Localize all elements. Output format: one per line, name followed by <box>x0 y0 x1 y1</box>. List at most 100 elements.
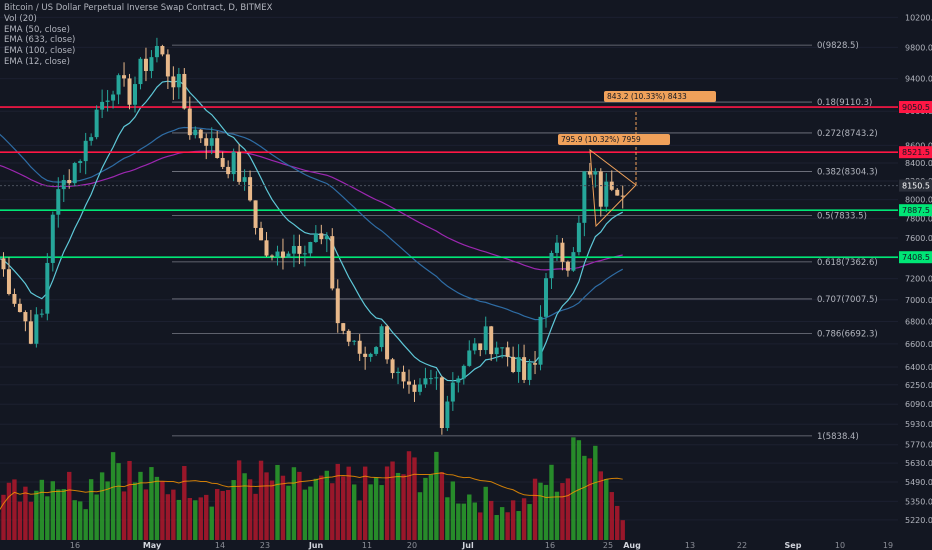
volume-bar <box>121 491 127 540</box>
volume-bar <box>253 493 258 540</box>
price-axis-tick: 8000.0 <box>905 196 932 205</box>
volume-bar <box>165 494 171 540</box>
candle-body <box>160 46 165 55</box>
candle-body <box>138 58 143 85</box>
price-axis-tick: 7000.0 <box>905 296 932 305</box>
price-axis-tick: 7200.0 <box>905 275 932 284</box>
volume-bar <box>384 466 390 540</box>
volume-bar <box>220 491 225 540</box>
candle-body <box>39 313 44 315</box>
volume-bar <box>94 494 99 540</box>
volume-bar <box>291 467 297 540</box>
time-axis-tick: 22 <box>737 541 747 550</box>
candle-body <box>116 75 121 95</box>
candle-body <box>505 347 510 357</box>
candle-body <box>554 242 559 253</box>
volume-bar <box>127 460 132 540</box>
candle-body <box>220 158 225 167</box>
volume-bar <box>467 494 472 540</box>
candle-body <box>133 84 137 105</box>
candle-body <box>615 189 620 196</box>
volume-bar <box>297 471 302 540</box>
candle-body <box>604 181 609 207</box>
volume-bar <box>494 515 499 540</box>
price-tag-label: 7408.5 <box>902 253 930 262</box>
volume-bar <box>209 506 214 540</box>
candle-body <box>593 171 598 175</box>
candle-body <box>390 359 395 374</box>
volume-bar <box>428 474 434 540</box>
candle-body <box>89 137 94 141</box>
volume-bar <box>171 489 176 540</box>
annotation-box <box>604 91 716 102</box>
time-axis-tick: May <box>143 541 162 550</box>
volume-bar <box>264 472 269 540</box>
price-tag-box <box>899 146 932 159</box>
volume-bar <box>23 486 28 540</box>
candle-body <box>198 129 203 139</box>
volume-bar <box>532 478 538 540</box>
candle-body <box>423 378 428 385</box>
volume-bar <box>472 502 477 540</box>
candle-body <box>330 236 335 289</box>
candle-body <box>582 171 587 223</box>
volume-bar <box>50 481 55 540</box>
ema-50-line <box>0 126 624 321</box>
volume-bar <box>450 481 456 540</box>
fib-label: 0(9828.5) <box>817 41 859 51</box>
volume-bar <box>28 501 34 540</box>
price-axis-tick: 9800.0 <box>905 43 932 52</box>
volume-bar <box>554 491 560 540</box>
candle-body <box>478 343 483 351</box>
time-axis-tick: 14 <box>215 541 225 550</box>
candle-body <box>544 278 548 317</box>
volume-bar <box>215 489 220 540</box>
volume-bar <box>99 472 105 540</box>
volume-bar <box>45 496 50 540</box>
fib-label: 0.18(9110.3) <box>817 98 872 108</box>
candle-body <box>560 242 565 262</box>
volume-bar <box>6 482 12 540</box>
price-tag-label: 7887.5 <box>902 206 930 215</box>
time-axis-tick: Sep <box>785 541 802 550</box>
volume-bar <box>346 466 351 540</box>
volume-bar <box>499 507 505 540</box>
candle-body <box>434 377 439 379</box>
candle-body <box>171 76 176 88</box>
volume-bar <box>83 509 88 540</box>
annotation-box <box>558 134 670 145</box>
candle-body <box>280 251 285 258</box>
candle-body <box>494 347 499 355</box>
candle-body <box>439 377 444 428</box>
candle-body <box>489 326 494 355</box>
time-axis-tick: Jun <box>308 541 324 550</box>
candle-body <box>259 227 264 241</box>
volume-bar <box>516 511 521 540</box>
volume-bar <box>198 497 203 540</box>
volume-bar <box>593 445 598 540</box>
volume-bar <box>105 481 110 540</box>
price-axis-tick: 9400.0 <box>905 75 932 84</box>
volume-bar <box>434 451 439 540</box>
candle-body <box>100 101 105 110</box>
volume-bar <box>39 479 45 540</box>
volume-bar <box>149 467 154 540</box>
time-axis-bg <box>0 540 932 550</box>
volume-bar <box>352 484 357 540</box>
price-axis-tick: 6800.0 <box>905 317 932 326</box>
volume-bar <box>302 489 308 540</box>
candle-body <box>313 233 318 243</box>
price-tag-box <box>899 251 932 264</box>
candle-body <box>335 288 340 324</box>
volume-bars <box>0 437 625 540</box>
candle-body <box>6 269 11 295</box>
volume-bar <box>379 485 384 540</box>
candle-body <box>187 108 192 136</box>
price-axis-tick: 6250.0 <box>905 381 932 390</box>
volume-bar <box>67 471 72 540</box>
candle-body <box>450 382 455 402</box>
candle-body <box>538 316 543 365</box>
volume-bar <box>417 492 423 540</box>
